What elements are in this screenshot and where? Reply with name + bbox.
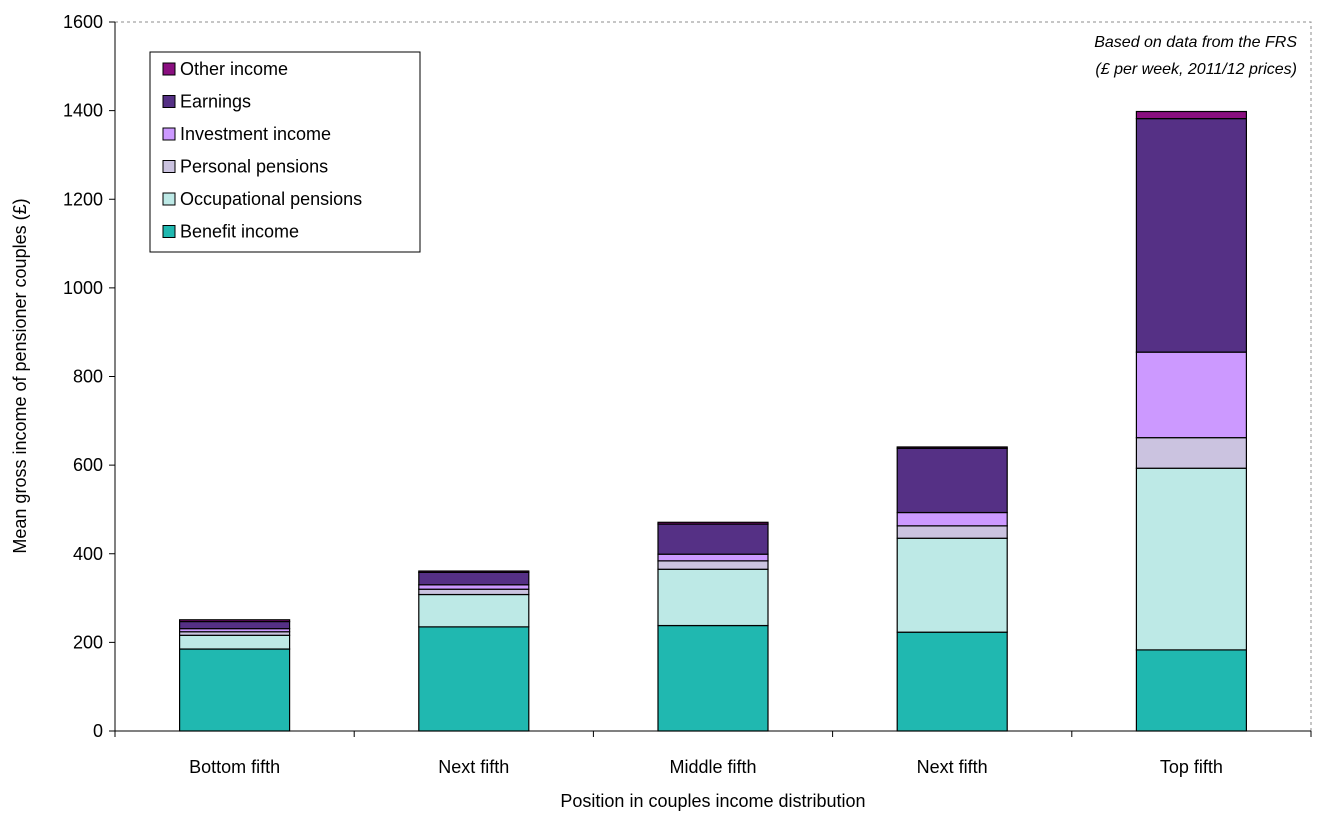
bar-segment-other-income-4: [1135, 110, 1248, 120]
legend-label: Investment income: [180, 124, 331, 144]
bar-segment-investment-income-4: [1135, 351, 1248, 439]
x-tick-label: Top fifth: [1160, 757, 1223, 777]
y-tick-label: 1400: [63, 101, 103, 121]
bar-segment-earnings-0: [179, 620, 291, 630]
legend-label: Benefit income: [180, 222, 299, 242]
bar-segment-personal-pensions-2: [657, 560, 769, 570]
bar-segment-other-income-2: [657, 521, 769, 525]
bar-segment-personal-pensions-1: [418, 588, 530, 596]
bar-segment-investment-income-1: [418, 584, 530, 590]
y-tick-label: 800: [73, 367, 103, 387]
bar-segment-earnings-1: [418, 571, 530, 586]
y-tick-label: 1200: [63, 189, 103, 209]
bar-segment-investment-income-3: [896, 511, 1008, 527]
bar-segment-other-income-1: [418, 570, 530, 573]
bar-segment-occupational-pensions-3: [896, 537, 1008, 633]
legend-swatch: [162, 95, 176, 108]
y-tick-label: 400: [73, 544, 103, 564]
legend-label: Earnings: [180, 92, 251, 112]
bar-segment-investment-income-2: [657, 553, 769, 562]
legend-label: Other income: [180, 59, 288, 79]
bar-segment-occupational-pensions-2: [657, 568, 769, 627]
y-tick-label: 600: [73, 455, 103, 475]
bars-group: [179, 110, 1248, 732]
x-axis-label: Position in couples income distribution: [560, 791, 865, 811]
bar-segment-benefit-income-3: [896, 631, 1008, 732]
legend-swatch: [162, 160, 176, 173]
x-tick-label: Bottom fifth: [189, 757, 280, 777]
bar-segment-occupational-pensions-0: [179, 634, 291, 650]
y-axis-label: Mean gross income of pensioner couples (…: [10, 198, 30, 553]
bar-segment-other-income-0: [179, 619, 291, 623]
bar-segment-benefit-income-4: [1135, 649, 1248, 732]
legend-swatch: [162, 127, 176, 141]
y-tick-label: 1000: [63, 278, 103, 298]
bar-segment-personal-pensions-3: [896, 525, 1008, 539]
legend-swatch: [162, 62, 176, 76]
legend-box: [149, 51, 421, 253]
annotation-line-2: (£ per week, 2011/12 prices): [1095, 61, 1297, 78]
bar-segment-benefit-income-2: [657, 624, 769, 732]
x-tick-label: Middle fifth: [669, 757, 756, 777]
y-tick-label: 0: [93, 721, 103, 741]
bar-segment-personal-pensions-4: [1135, 437, 1248, 469]
bar-segment-occupational-pensions-1: [418, 593, 530, 628]
bar-segment-occupational-pensions-4: [1135, 467, 1248, 651]
y-axis: 0 200 400 600 800 1000 1200 1400 1600: [63, 12, 116, 741]
y-tick-label: 1600: [63, 12, 103, 32]
bar-segment-earnings-2: [657, 523, 769, 555]
legend-label: Personal pensions: [180, 157, 328, 177]
x-tick-label: Next fifth: [917, 757, 988, 777]
legend-swatch: [162, 192, 176, 206]
bar-segment-other-income-3: [896, 446, 1008, 449]
x-tick-label: Next fifth: [438, 757, 509, 777]
annotation-line-1: Based on data from the FRS: [1094, 34, 1297, 51]
bar-segment-earnings-4: [1135, 118, 1248, 353]
bar-segment-benefit-income-0: [179, 648, 291, 732]
legend-label: Occupational pensions: [180, 189, 362, 209]
bar-segment-earnings-3: [896, 447, 1008, 514]
y-tick-label: 200: [73, 632, 103, 652]
legend: Other income Earnings Investment income Per…: [149, 51, 421, 253]
legend-swatch: [162, 225, 176, 238]
bar-segment-benefit-income-1: [418, 626, 530, 732]
x-axis: Bottom fifth Next fifth Middle fifth Next f…: [114, 730, 1312, 777]
